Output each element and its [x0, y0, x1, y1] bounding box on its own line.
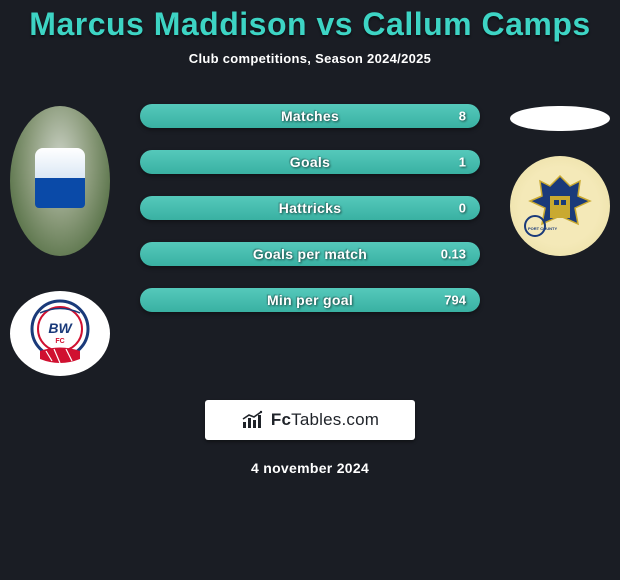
player-left-avatar — [10, 106, 110, 256]
stat-label: Min per goal — [267, 292, 353, 308]
footer: FcTables.com 4 november 2024 — [0, 400, 620, 476]
stat-label: Goals per match — [253, 246, 367, 262]
stat-value: 8 — [459, 109, 466, 124]
stat-value: 0 — [459, 201, 466, 216]
stat-pill: Matches 8 — [140, 104, 480, 128]
stat-label: Hattricks — [279, 200, 342, 216]
club-left-crest: BW FC — [10, 291, 110, 376]
stat-pill: Goals per match 0.13 — [140, 242, 480, 266]
stat-value: 794 — [444, 293, 466, 308]
comparison-subtitle: Club competitions, Season 2024/2025 — [0, 51, 620, 66]
comparison-title: Marcus Maddison vs Callum Camps — [0, 6, 620, 43]
club-right-crest: PORT COUNTY — [510, 156, 610, 256]
brand-suffix: Tables.com — [291, 410, 379, 429]
player-right-placeholder — [510, 106, 610, 131]
stat-pill: Goals 1 — [140, 150, 480, 174]
chart-icon — [241, 410, 265, 430]
stat-pill-list: Matches 8 Goals 1 Hattricks 0 Goals per … — [140, 104, 480, 312]
comparison-content: PORT COUNTY BW FC Matches 8 Goals 1 Hatt… — [0, 96, 620, 386]
stat-label: Matches — [281, 108, 339, 124]
brand-prefix: Fc — [271, 410, 291, 429]
brand-text: FcTables.com — [271, 410, 379, 430]
stat-pill: Min per goal 794 — [140, 288, 480, 312]
svg-text:PORT COUNTY: PORT COUNTY — [528, 226, 557, 231]
svg-text:BW: BW — [48, 320, 73, 336]
stat-pill: Hattricks 0 — [140, 196, 480, 220]
stat-value: 0.13 — [441, 247, 466, 262]
brand-badge: FcTables.com — [205, 400, 415, 440]
snapshot-date: 4 november 2024 — [251, 460, 369, 476]
stat-label: Goals — [290, 154, 330, 170]
stat-value: 1 — [459, 155, 466, 170]
svg-text:FC: FC — [55, 338, 64, 345]
